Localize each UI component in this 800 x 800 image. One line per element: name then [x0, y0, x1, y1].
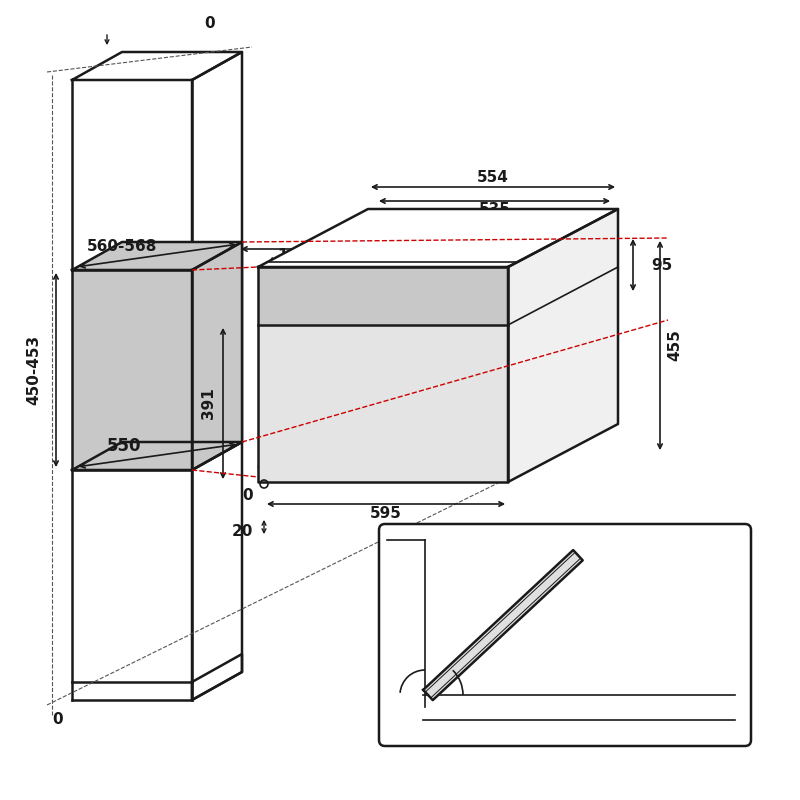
Text: 554: 554: [477, 170, 509, 185]
Text: 6: 6: [627, 697, 638, 711]
Text: 0: 0: [53, 713, 63, 727]
Text: 595: 595: [370, 506, 402, 522]
FancyBboxPatch shape: [379, 524, 751, 746]
Text: 95: 95: [651, 258, 672, 273]
Text: 553: 553: [357, 231, 389, 246]
Polygon shape: [258, 267, 508, 325]
Text: 550: 550: [107, 437, 142, 455]
Polygon shape: [258, 267, 508, 482]
Text: 0: 0: [242, 489, 254, 503]
Text: 20: 20: [232, 525, 253, 539]
Polygon shape: [72, 442, 242, 470]
Polygon shape: [192, 654, 242, 700]
Polygon shape: [423, 550, 582, 700]
Text: 455: 455: [667, 330, 682, 362]
Text: 85°: 85°: [460, 647, 489, 662]
Polygon shape: [72, 242, 242, 270]
Polygon shape: [258, 325, 508, 482]
Polygon shape: [72, 52, 242, 80]
Text: 447: 447: [273, 358, 287, 390]
Polygon shape: [508, 209, 618, 482]
Text: 348: 348: [562, 533, 594, 547]
Text: 10: 10: [278, 247, 298, 262]
Polygon shape: [72, 270, 192, 470]
Text: 140: 140: [559, 221, 591, 235]
Text: 535: 535: [479, 202, 511, 218]
Text: 0: 0: [205, 17, 215, 31]
Text: 8: 8: [737, 718, 748, 734]
Polygon shape: [192, 242, 242, 470]
Polygon shape: [258, 209, 618, 267]
Text: 450-453: 450-453: [26, 335, 42, 405]
Text: 391: 391: [201, 388, 215, 419]
Text: 560-568: 560-568: [87, 239, 157, 254]
Polygon shape: [192, 52, 242, 700]
